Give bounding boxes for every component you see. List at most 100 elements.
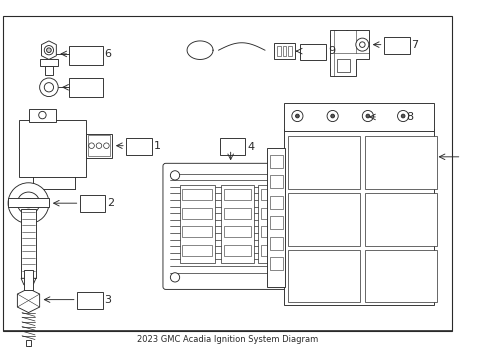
Bar xyxy=(270,216,283,229)
Text: 7: 7 xyxy=(412,40,418,50)
Bar xyxy=(182,189,212,201)
Bar xyxy=(26,341,31,346)
Bar xyxy=(45,66,52,75)
Text: 8: 8 xyxy=(406,112,413,122)
Circle shape xyxy=(362,111,373,122)
Bar xyxy=(88,135,110,156)
Text: 2023 GMC Acadia Ignition System Diagram: 2023 GMC Acadia Ignition System Diagram xyxy=(137,335,318,344)
Bar xyxy=(288,193,360,246)
Polygon shape xyxy=(330,30,369,76)
Bar xyxy=(224,245,251,256)
Bar xyxy=(21,122,53,175)
Circle shape xyxy=(327,111,338,122)
Circle shape xyxy=(8,183,49,224)
Bar xyxy=(86,134,112,158)
Bar xyxy=(69,46,103,65)
Bar xyxy=(126,138,152,155)
Circle shape xyxy=(40,78,58,96)
Polygon shape xyxy=(330,106,365,129)
Bar xyxy=(220,138,245,155)
Bar xyxy=(284,129,434,305)
Bar xyxy=(79,195,105,212)
Bar xyxy=(337,59,350,72)
Text: 1: 1 xyxy=(154,141,161,151)
Bar xyxy=(274,43,294,59)
Bar xyxy=(182,245,212,256)
Bar xyxy=(365,249,437,302)
Circle shape xyxy=(44,46,53,55)
Bar xyxy=(270,237,283,249)
Bar xyxy=(288,46,292,56)
Text: 6: 6 xyxy=(104,49,112,59)
Bar xyxy=(181,185,214,262)
Bar xyxy=(288,249,360,302)
Bar xyxy=(277,46,281,56)
Bar xyxy=(270,257,283,270)
Bar xyxy=(24,270,33,291)
Bar xyxy=(222,185,253,262)
Bar xyxy=(289,138,359,188)
Polygon shape xyxy=(21,278,36,285)
Bar xyxy=(330,117,348,126)
Bar xyxy=(284,103,434,131)
Bar xyxy=(270,196,283,209)
Bar xyxy=(182,226,212,238)
Circle shape xyxy=(295,114,299,118)
Bar xyxy=(77,292,103,309)
Bar xyxy=(182,208,212,219)
Bar xyxy=(221,185,254,264)
Text: 3: 3 xyxy=(104,294,112,305)
Text: 4: 4 xyxy=(247,141,254,152)
Bar xyxy=(224,189,251,201)
Bar xyxy=(261,208,284,219)
Circle shape xyxy=(331,114,335,118)
Bar xyxy=(365,136,437,189)
Bar xyxy=(19,120,86,177)
Bar xyxy=(8,198,49,207)
Polygon shape xyxy=(17,288,40,312)
Circle shape xyxy=(282,273,291,282)
Bar xyxy=(356,30,369,53)
Bar xyxy=(330,30,353,76)
FancyBboxPatch shape xyxy=(163,163,298,289)
Bar xyxy=(283,46,286,56)
Bar xyxy=(261,245,284,256)
Circle shape xyxy=(171,273,180,282)
Bar xyxy=(21,209,36,278)
Circle shape xyxy=(24,199,33,208)
Bar xyxy=(384,37,410,54)
Polygon shape xyxy=(42,41,56,59)
Bar xyxy=(366,138,436,188)
Circle shape xyxy=(401,114,405,118)
Text: 2: 2 xyxy=(107,198,115,208)
Bar xyxy=(378,109,404,126)
Circle shape xyxy=(356,38,369,51)
Bar xyxy=(259,185,285,262)
Bar xyxy=(366,194,436,245)
Circle shape xyxy=(17,192,40,214)
Bar xyxy=(40,59,58,66)
Bar xyxy=(289,194,359,245)
Bar xyxy=(69,78,103,96)
Bar xyxy=(261,226,284,238)
Bar xyxy=(300,44,326,60)
Circle shape xyxy=(397,111,409,122)
Circle shape xyxy=(39,111,46,119)
Circle shape xyxy=(171,171,180,180)
Bar xyxy=(267,148,285,287)
Bar xyxy=(180,185,215,264)
Bar xyxy=(270,155,283,168)
Circle shape xyxy=(292,111,303,122)
Bar xyxy=(270,175,283,188)
Bar xyxy=(224,208,251,219)
Bar xyxy=(288,136,360,189)
Bar xyxy=(462,149,488,166)
Circle shape xyxy=(282,171,291,180)
Bar xyxy=(258,185,286,264)
Circle shape xyxy=(47,48,51,53)
Text: 9: 9 xyxy=(328,46,335,56)
Bar xyxy=(289,251,359,301)
Circle shape xyxy=(366,114,370,118)
Bar xyxy=(261,189,284,201)
Bar xyxy=(224,226,251,238)
